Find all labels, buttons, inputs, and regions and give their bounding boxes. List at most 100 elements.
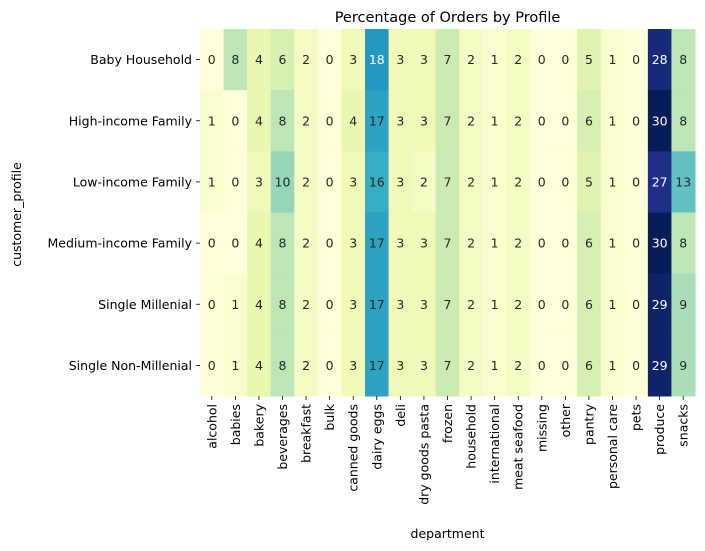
x-tick-label: missing bbox=[534, 404, 549, 452]
heatmap-cell bbox=[388, 151, 413, 213]
cell-value-label: 2 bbox=[514, 297, 522, 312]
x-tick-label: dry goods pasta bbox=[416, 404, 431, 505]
cell-value-label: 2 bbox=[467, 52, 475, 67]
cell-value-label: 2 bbox=[467, 236, 475, 251]
cell-value-label: 3 bbox=[420, 52, 428, 67]
x-axis: alcohol babies bakery beverages breakfast bul… bbox=[204, 396, 691, 505]
cell-value-label: 8 bbox=[679, 113, 687, 128]
heatmap-cell bbox=[294, 151, 319, 213]
cell-value-label: 3 bbox=[349, 174, 357, 189]
heatmap-cell bbox=[412, 90, 437, 152]
cell-value-label: 0 bbox=[208, 358, 216, 373]
heatmap-cell bbox=[577, 29, 602, 91]
heatmap-cell bbox=[294, 334, 319, 397]
heatmap-cell bbox=[223, 29, 248, 91]
cell-value-label: 29 bbox=[652, 358, 668, 373]
x-tick-label: snacks bbox=[676, 404, 691, 447]
cell-value-label: 0 bbox=[632, 174, 640, 189]
cell-value-label: 2 bbox=[467, 358, 475, 373]
heatmap-cell bbox=[200, 273, 225, 336]
x-axis-label: department bbox=[411, 526, 485, 541]
heatmap-cell bbox=[459, 90, 484, 152]
heatmap-cell bbox=[200, 151, 225, 213]
cell-value-label: 1 bbox=[231, 358, 239, 373]
heatmap-cell bbox=[530, 90, 555, 152]
cell-value-label: 2 bbox=[514, 358, 522, 373]
heatmap-cell bbox=[223, 212, 248, 275]
cell-value-label: 0 bbox=[231, 236, 239, 251]
cell-value-label: 0 bbox=[538, 358, 546, 373]
cell-value-label: 0 bbox=[538, 113, 546, 128]
cell-value-label: 0 bbox=[632, 52, 640, 67]
cell-value-label: 28 bbox=[652, 52, 668, 67]
cell-value-label: 7 bbox=[444, 113, 452, 128]
heatmap-cell bbox=[482, 334, 507, 397]
cell-value-label: 3 bbox=[396, 52, 404, 67]
heatmap-cell bbox=[270, 29, 295, 91]
cell-value-label: 1 bbox=[609, 358, 617, 373]
heatmap-cell bbox=[412, 273, 437, 336]
heatmap-cell bbox=[388, 212, 413, 275]
cell-value-label: 0 bbox=[561, 297, 569, 312]
heatmap-cell bbox=[647, 212, 672, 275]
heatmap-cell bbox=[506, 151, 531, 213]
heatmap-cell bbox=[435, 29, 460, 91]
heatmap-cell bbox=[624, 212, 649, 275]
cell-value-label: 0 bbox=[561, 174, 569, 189]
x-tick-label: pets bbox=[629, 404, 644, 431]
cell-value-label: 2 bbox=[514, 113, 522, 128]
heatmap-cells: 0 8 4 6 2 0 3 18 3 3 7 2 1 2 0 0 5 1 0 28 81 0 4 8 2 0 4 17 3 3 7 2 1 2 0 0… bbox=[200, 29, 696, 397]
heatmap-cell bbox=[671, 334, 696, 397]
heatmap-cell bbox=[647, 151, 672, 213]
cell-value-label: 0 bbox=[538, 236, 546, 251]
heatmap-cell bbox=[506, 90, 531, 152]
cell-value-label: 6 bbox=[585, 236, 593, 251]
heatmap-cell bbox=[270, 151, 295, 213]
cell-value-label: 3 bbox=[396, 358, 404, 373]
x-tick-label: personal care bbox=[605, 404, 620, 489]
heatmap-cell bbox=[294, 273, 319, 336]
heatmap-cell bbox=[223, 273, 248, 336]
cell-value-label: 3 bbox=[396, 174, 404, 189]
heatmap-cell bbox=[553, 151, 578, 213]
cell-value-label: 8 bbox=[279, 236, 287, 251]
cell-value-label: 6 bbox=[585, 113, 593, 128]
cell-value-label: 4 bbox=[255, 236, 263, 251]
x-tick-label: frozen bbox=[440, 404, 455, 443]
cell-value-label: 1 bbox=[208, 113, 216, 128]
heatmap-cell bbox=[388, 90, 413, 152]
heatmap-cell bbox=[341, 273, 366, 336]
heatmap-cell bbox=[270, 273, 295, 336]
heatmap-cell bbox=[317, 90, 342, 152]
heatmap-cell bbox=[506, 273, 531, 336]
cell-value-label: 3 bbox=[396, 236, 404, 251]
heatmap-cell bbox=[530, 273, 555, 336]
cell-value-label: 8 bbox=[231, 52, 239, 67]
heatmap-cell bbox=[671, 29, 696, 91]
heatmap-cell bbox=[223, 334, 248, 397]
heatmap-cell bbox=[482, 273, 507, 336]
cell-value-label: 9 bbox=[679, 297, 687, 312]
cell-value-label: 1 bbox=[609, 297, 617, 312]
cell-value-label: 3 bbox=[349, 358, 357, 373]
heatmap-cell bbox=[223, 151, 248, 213]
cell-value-label: 3 bbox=[255, 174, 263, 189]
cell-value-label: 1 bbox=[491, 113, 499, 128]
heatmap-cell bbox=[341, 334, 366, 397]
heatmap-cell bbox=[577, 151, 602, 213]
heatmap-cell bbox=[317, 151, 342, 213]
heatmap-cell bbox=[247, 273, 272, 336]
heatmap-cell bbox=[600, 90, 625, 152]
cell-value-label: 0 bbox=[208, 297, 216, 312]
heatmap-cell bbox=[553, 334, 578, 397]
cell-value-label: 2 bbox=[514, 236, 522, 251]
heatmap-cell bbox=[200, 29, 225, 91]
x-tick-label: dairy eggs bbox=[369, 404, 384, 470]
heatmap-cell bbox=[530, 212, 555, 275]
x-tick-label: bulk bbox=[322, 403, 337, 430]
cell-value-label: 0 bbox=[208, 236, 216, 251]
cell-value-label: 8 bbox=[279, 113, 287, 128]
cell-value-label: 1 bbox=[491, 236, 499, 251]
heatmap-cell bbox=[600, 212, 625, 275]
y-tick-label: Single Non-Millenial bbox=[69, 358, 192, 373]
